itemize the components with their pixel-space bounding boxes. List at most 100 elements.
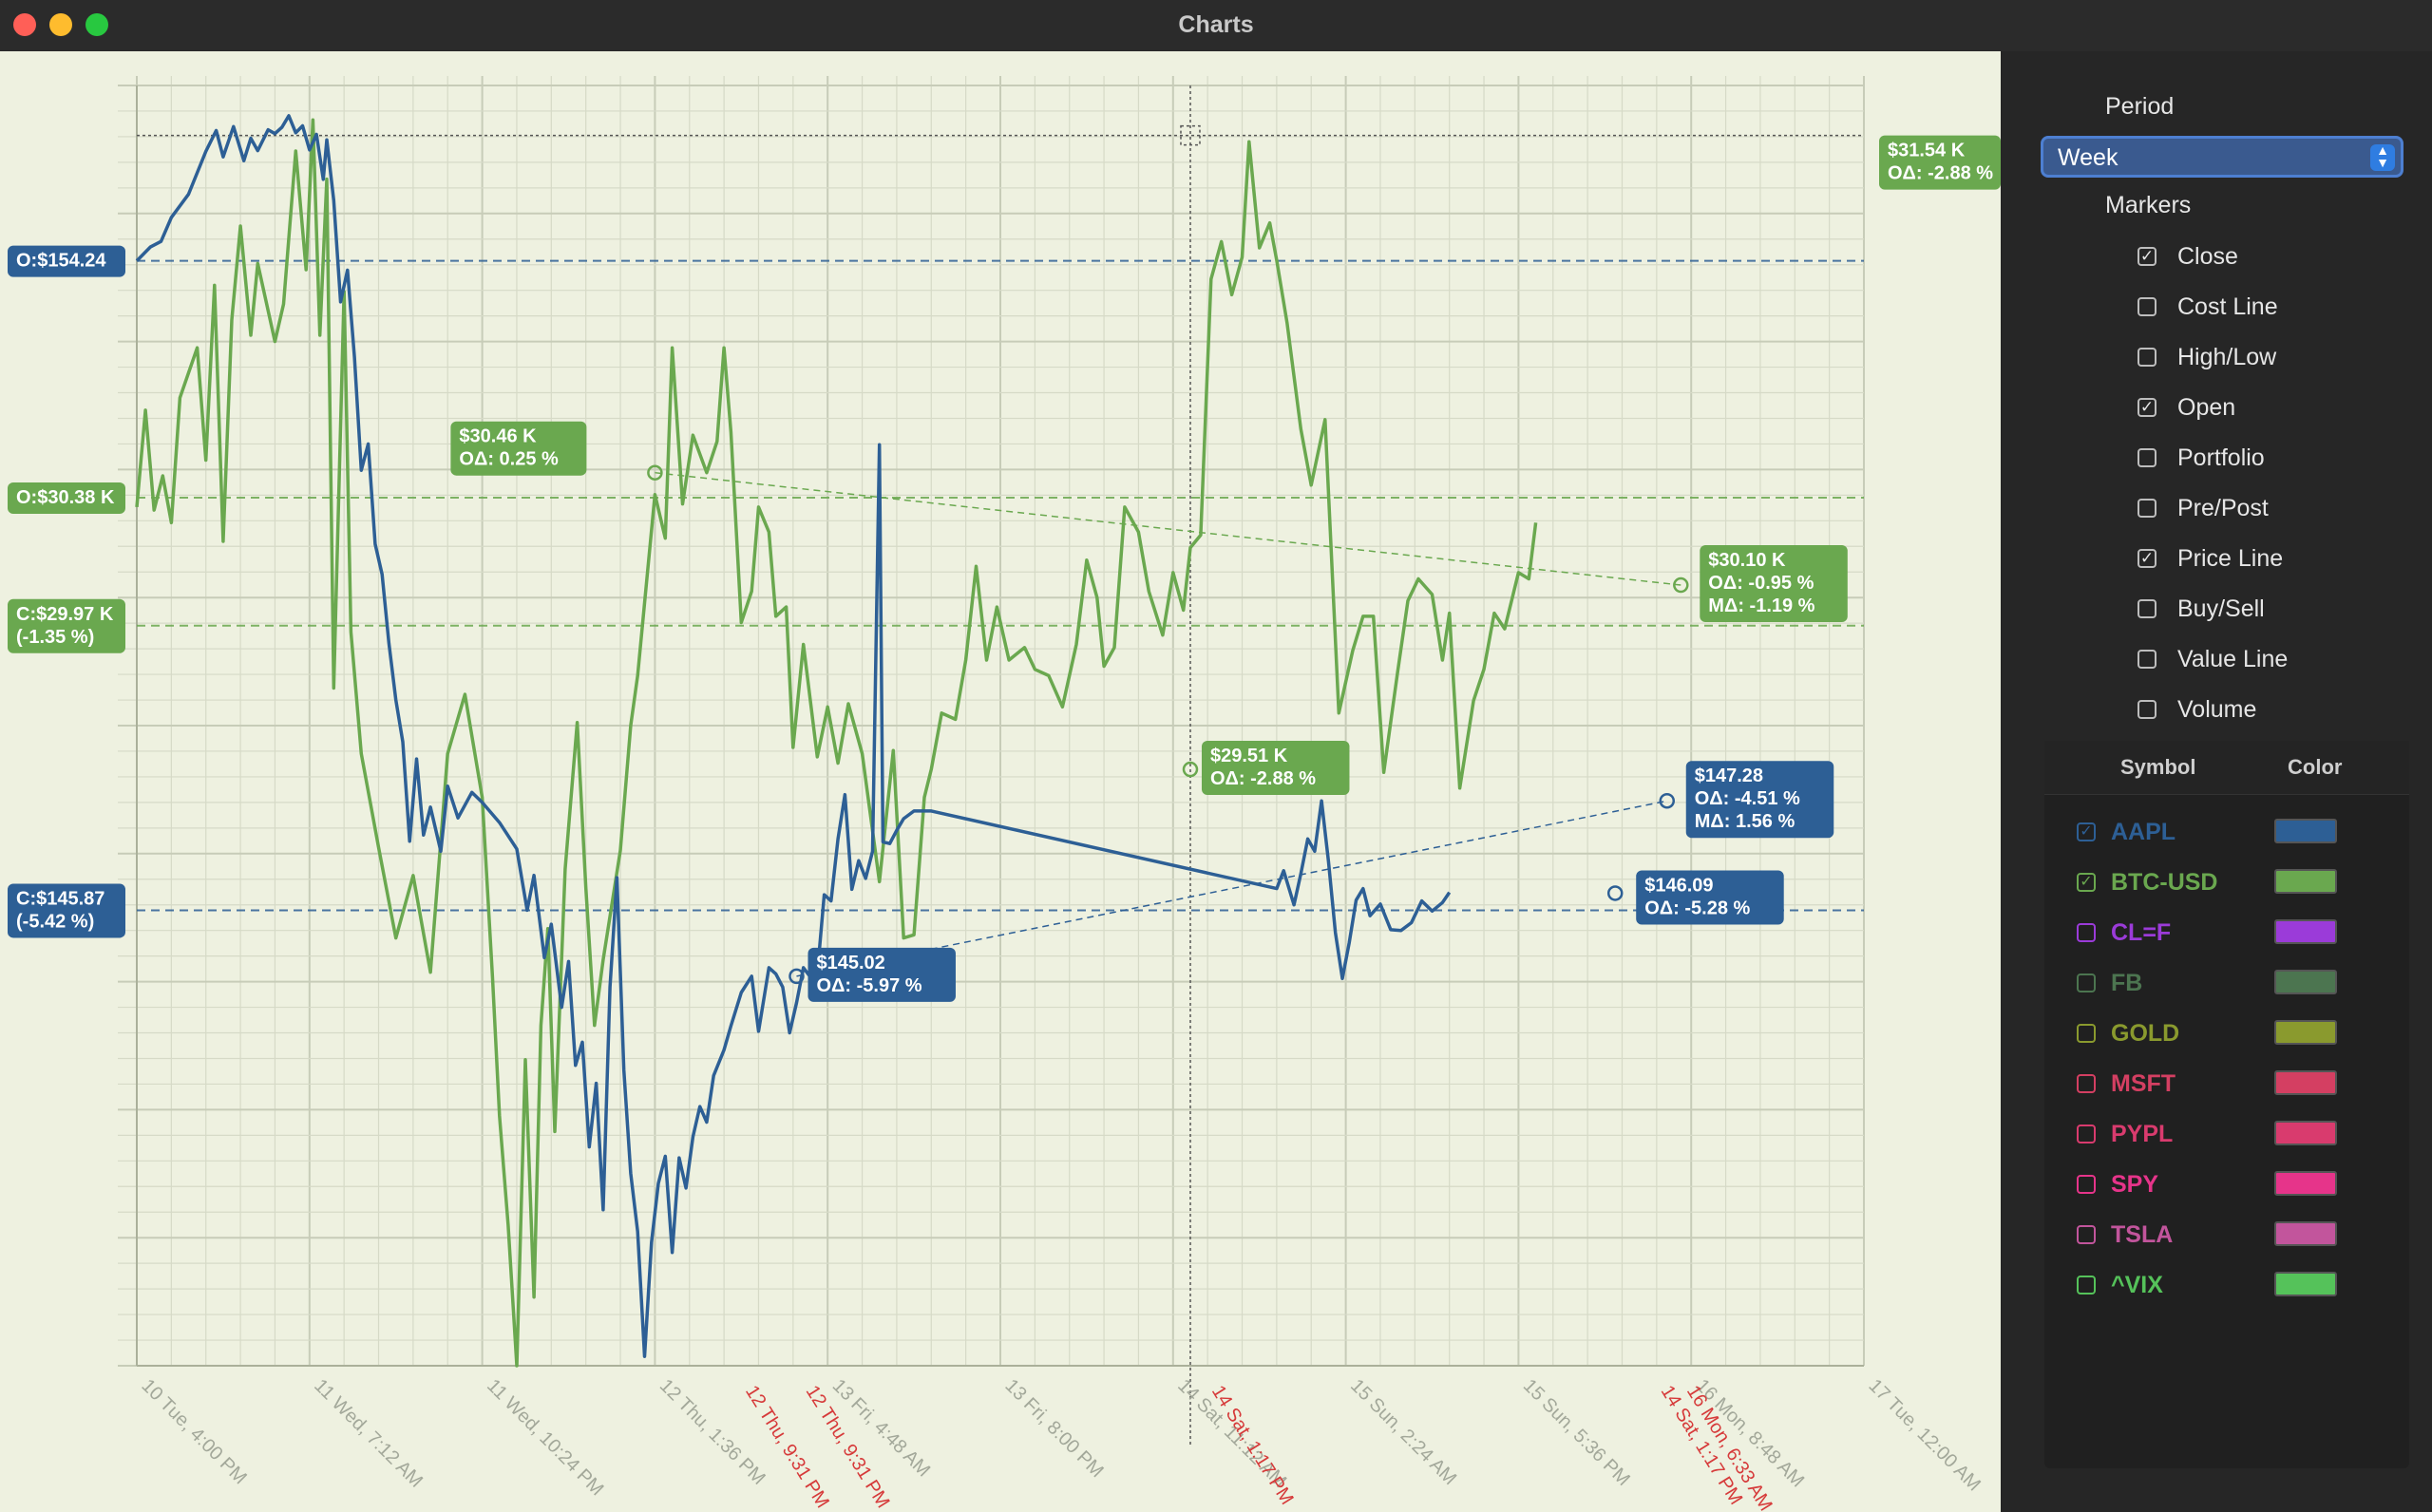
symbol-row-pypl[interactable]: PYPL [2044, 1109, 2409, 1157]
symbol-checkbox[interactable] [2077, 923, 2096, 942]
marker-checkbox[interactable]: ✓ [2138, 549, 2156, 568]
x-event-label: 14 Sat, 1:17 PM [1207, 1382, 1298, 1508]
symbol-color-swatch[interactable] [2274, 1070, 2337, 1095]
marker-checkbox[interactable] [2138, 599, 2156, 618]
label-text: $146.09 [1644, 875, 1713, 896]
symbol-checkbox[interactable] [2077, 1225, 2096, 1244]
symbol-row--vix[interactable]: ^VIX [2044, 1260, 2409, 1308]
x-tick-label: 13 Fri, 8:00 PM [1000, 1375, 1107, 1482]
period-select[interactable]: Week ▲ ▼ [2041, 136, 2404, 178]
select-arrows-icon: ▲ ▼ [2370, 143, 2395, 171]
marker-checkbox[interactable] [2138, 650, 2156, 669]
symbol-checkbox[interactable] [2077, 1074, 2096, 1093]
label-text: $145.02 [816, 953, 884, 973]
symbol-color-swatch[interactable] [2274, 1221, 2337, 1246]
label-text: OΔ: -2.88 % [1888, 163, 1993, 184]
symbol-color-swatch[interactable] [2274, 1171, 2337, 1196]
marker-checkbox[interactable] [2138, 297, 2156, 316]
label-text: $31.54 K [1888, 141, 1966, 161]
axis-value-label-btc-usd: O:$30.38 K [8, 482, 125, 514]
symbol-name: CL=F [2111, 919, 2172, 946]
period-label: Period [2105, 93, 2175, 120]
symbol-row-fb[interactable]: FB [2044, 958, 2409, 1006]
marker-circle [1673, 576, 1689, 594]
symbol-row-spy[interactable]: SPY [2044, 1160, 2409, 1207]
label-text: OΔ: -4.51 % [1695, 788, 1800, 809]
marker-label: Value Line [2177, 646, 2289, 672]
symbol-row-aapl[interactable]: ✓ AAPL [2044, 807, 2409, 855]
label-text: OΔ: -2.88 % [1210, 768, 1316, 789]
symbol-row-tsla[interactable]: TSLA [2044, 1210, 2409, 1257]
label-text: OΔ: -5.28 % [1644, 898, 1750, 918]
marker-label-btc-usd: $30.10 KOΔ: -0.95 %MΔ: -1.19 % [1700, 545, 1848, 623]
symbol-row-gold[interactable]: GOLD [2044, 1009, 2409, 1056]
symbol-name: PYPL [2111, 1121, 2174, 1147]
minimize-window-button[interactable] [49, 13, 72, 36]
markers-label: Markers [2105, 192, 2192, 218]
symbol-color-swatch[interactable] [2274, 970, 2337, 994]
symbol-name: SPY [2111, 1171, 2159, 1198]
symbol-row-cl-f[interactable]: CL=F [2044, 908, 2409, 955]
period-select-value: Week [2058, 144, 2118, 171]
label-text: (-1.35 %) [16, 627, 94, 648]
label-text: MΔ: -1.19 % [1708, 595, 1814, 616]
color-column-header[interactable]: Color [2288, 755, 2343, 779]
symbol-checkbox[interactable] [2077, 1276, 2096, 1295]
marker-checkbox[interactable] [2138, 499, 2156, 518]
x-tick-label: 15 Sun, 2:24 AM [1346, 1375, 1460, 1489]
symbol-color-swatch[interactable] [2274, 869, 2337, 894]
symbol-row-msft[interactable]: MSFT [2044, 1059, 2409, 1106]
symbol-color-swatch[interactable] [2274, 919, 2337, 944]
label-text: $147.28 [1695, 765, 1763, 786]
symbol-table: Symbol Color ✓ AAPL ✓ BTC-USD CL=F FB GOLD MSFT… [2044, 741, 2409, 1468]
marker-label: Volume [2177, 696, 2257, 723]
chart-area[interactable]: $30.46 K OΔ: 0.25 % $29.51 K OΔ: -2.88 % $30… [0, 51, 2001, 1512]
close-window-button[interactable] [13, 13, 36, 36]
marker-checkbox[interactable] [2138, 700, 2156, 719]
marker-circle [647, 464, 663, 481]
marker-circle [1659, 792, 1675, 809]
symbol-color-swatch[interactable] [2274, 1272, 2337, 1296]
symbol-name: BTC-USD [2111, 869, 2218, 896]
marker-label: Price Line [2177, 545, 2284, 572]
marker-checkbox[interactable] [2138, 348, 2156, 367]
price-chart[interactable]: $30.46 KOΔ: 0.25 %$29.51 KOΔ: -2.88 %$30… [0, 51, 2001, 1512]
symbol-column-header[interactable]: Symbol [2120, 755, 2196, 779]
symbol-name: ^VIX [2111, 1272, 2163, 1298]
symbol-checkbox[interactable]: ✓ [2077, 873, 2096, 892]
symbol-checkbox[interactable] [2077, 1175, 2096, 1194]
symbol-checkbox[interactable]: ✓ [2077, 822, 2096, 841]
crosshair-value-label: $31.54 KOΔ: -2.88 % [1879, 135, 2001, 190]
marker-circle [1606, 885, 1624, 901]
symbol-row-btc-usd[interactable]: ✓ BTC-USD [2044, 858, 2409, 905]
marker-label: Close [2177, 243, 2238, 270]
marker-circle [1182, 761, 1199, 778]
zoom-window-button[interactable] [86, 13, 108, 36]
marker-label-btc-usd: $29.51 KOΔ: -2.88 % [1201, 741, 1350, 796]
crosshair-cursor-icon [1180, 124, 1201, 146]
x-tick-label: 15 Sun, 5:36 PM [1519, 1375, 1634, 1490]
series-line-aapl [135, 114, 1452, 1358]
symbol-name: AAPL [2111, 819, 2176, 845]
symbol-checkbox[interactable] [2077, 973, 2096, 992]
marker-checkbox[interactable]: ✓ [2138, 398, 2156, 417]
label-text: C:$145.87 [16, 888, 104, 909]
label-text: OΔ: 0.25 % [459, 449, 559, 470]
symbol-color-swatch[interactable] [2274, 819, 2337, 843]
symbol-name: TSLA [2111, 1221, 2174, 1248]
symbol-color-swatch[interactable] [2274, 1020, 2337, 1045]
chart-grid [118, 76, 1865, 1367]
label-text: MΔ: 1.56 % [1695, 811, 1796, 832]
symbol-table-header: Symbol Color [2044, 741, 2409, 795]
window-title: Charts [1178, 11, 1254, 38]
marker-checkbox[interactable] [2138, 448, 2156, 467]
symbol-name: GOLD [2111, 1020, 2180, 1047]
symbol-name: FB [2111, 970, 2143, 996]
symbol-checkbox[interactable] [2077, 1125, 2096, 1143]
marker-checkbox[interactable]: ✓ [2138, 247, 2156, 266]
symbol-color-swatch[interactable] [2274, 1121, 2337, 1145]
symbol-checkbox[interactable] [2077, 1024, 2096, 1043]
